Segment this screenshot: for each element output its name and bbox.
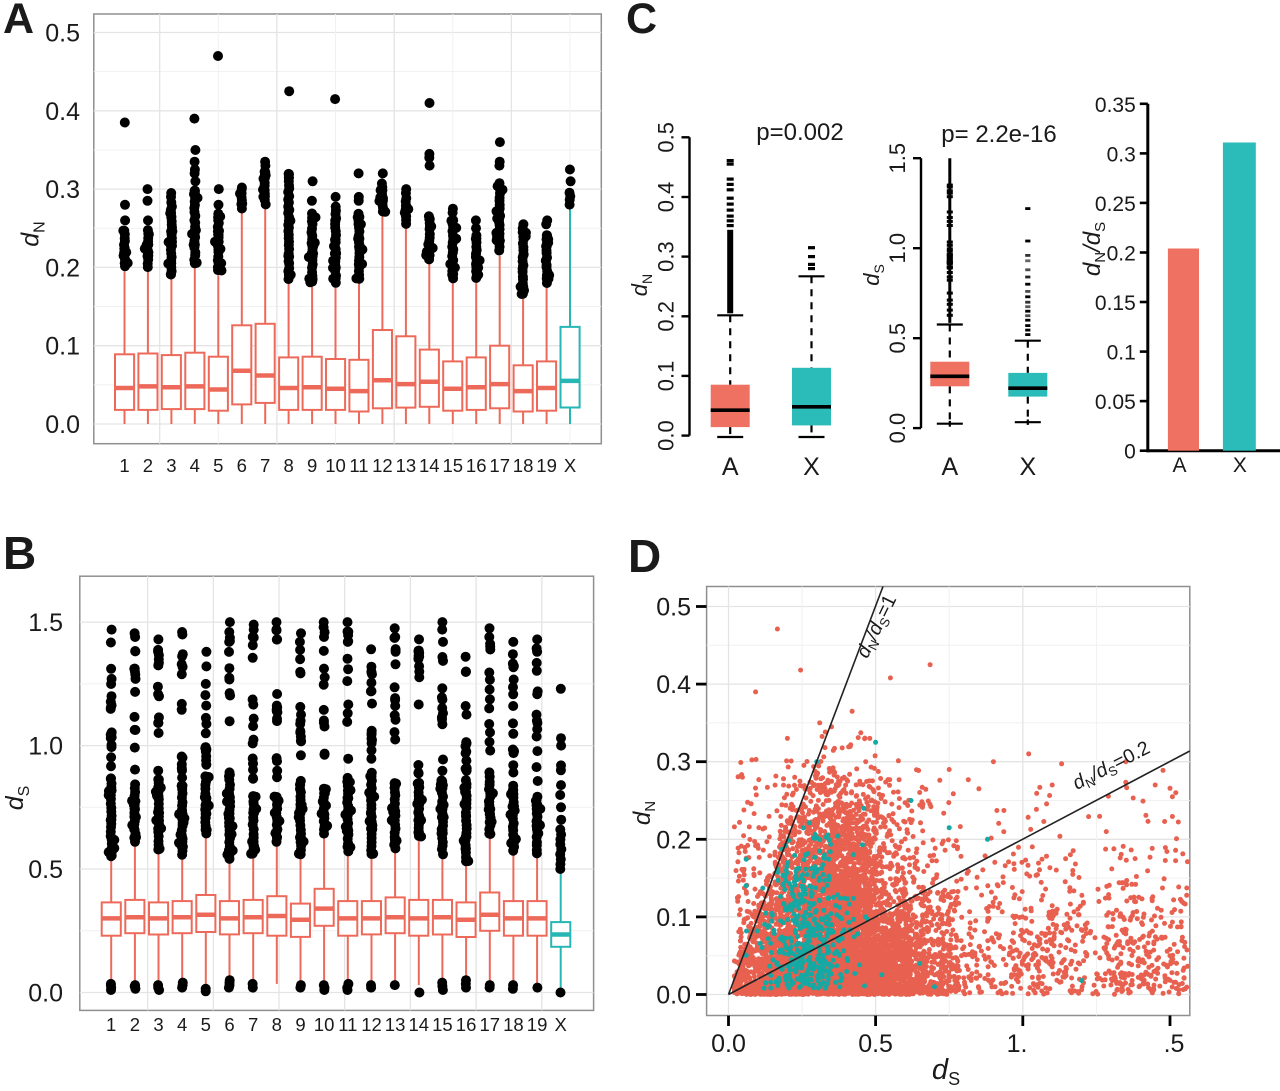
svg-text:0.15: 0.15 <box>1095 292 1136 315</box>
svg-text:0.4: 0.4 <box>654 182 679 213</box>
svg-text:0.5: 0.5 <box>885 323 910 354</box>
svg-text:0.2: 0.2 <box>654 301 679 332</box>
svg-text:p=0.002: p=0.002 <box>756 119 843 146</box>
svg-text:1.5: 1.5 <box>885 143 910 174</box>
svg-text:0.05: 0.05 <box>1095 391 1136 414</box>
svg-text:0: 0 <box>1124 441 1136 464</box>
svg-text:0.35: 0.35 <box>1095 94 1136 117</box>
svg-text:0.1: 0.1 <box>1107 342 1136 365</box>
svg-text:0.1: 0.1 <box>654 361 679 392</box>
svg-text:1.0: 1.0 <box>885 233 910 264</box>
svg-text:0.3: 0.3 <box>654 241 679 272</box>
svg-text:0.5: 0.5 <box>654 122 679 153</box>
svg-text:0.2: 0.2 <box>1107 243 1136 266</box>
svg-text:0.0: 0.0 <box>654 420 679 451</box>
svg-text:0.25: 0.25 <box>1095 193 1136 216</box>
svg-text:0.0: 0.0 <box>885 413 910 444</box>
svg-text:0.3: 0.3 <box>1107 143 1136 166</box>
svg-text:p= 2.2e-16: p= 2.2e-16 <box>941 121 1056 148</box>
